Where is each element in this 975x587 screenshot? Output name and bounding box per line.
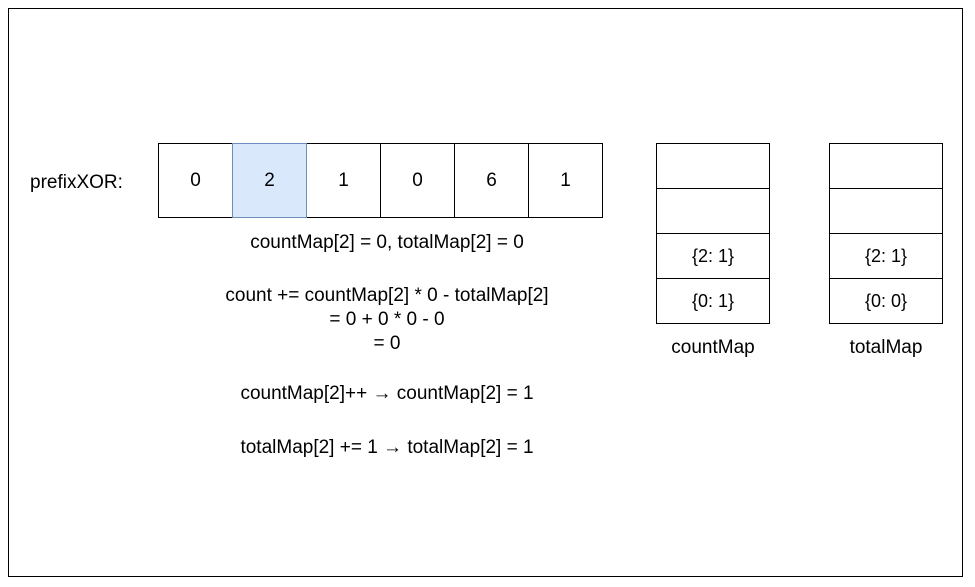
total-map-row: {2: 1} <box>829 233 943 279</box>
array-cell-highlighted: 2 <box>232 143 307 218</box>
annotation-line-3: = 0 + 0 * 0 - 0 <box>329 309 445 330</box>
annotation-line-2: count += countMap[2] * 0 - totalMap[2] <box>225 285 549 306</box>
array-cell: 0 <box>158 143 233 218</box>
total-map-label: totalMap <box>849 337 923 358</box>
array-label: prefixXOR: <box>30 172 123 193</box>
count-map-row: {2: 1} <box>656 233 770 279</box>
array-cell: 1 <box>528 143 603 218</box>
array-cell: 0 <box>380 143 455 218</box>
annotation-line-6: totalMap[2] += 1 → totalMap[2] = 1 <box>240 437 534 458</box>
total-map-stack: {2: 1} {0: 0} <box>829 143 943 324</box>
array-cell: 6 <box>454 143 529 218</box>
total-map-row <box>829 188 943 234</box>
count-map-row: {0: 1} <box>656 278 770 324</box>
count-map-label: countMap <box>671 337 755 358</box>
count-map-stack: {2: 1} {0: 1} <box>656 143 770 324</box>
annotation-line-5: countMap[2]++ → countMap[2] = 1 <box>240 383 534 404</box>
count-map-row <box>656 143 770 189</box>
diagram-frame <box>8 8 963 577</box>
annotation-line-4: = 0 <box>373 333 401 354</box>
annotation-line-1: countMap[2] = 0, totalMap[2] = 0 <box>250 232 524 253</box>
count-map-row <box>656 188 770 234</box>
array-cell: 1 <box>306 143 381 218</box>
total-map-row: {0: 0} <box>829 278 943 324</box>
prefix-xor-array: 0 2 1 0 6 1 <box>158 143 603 218</box>
total-map-row <box>829 143 943 189</box>
